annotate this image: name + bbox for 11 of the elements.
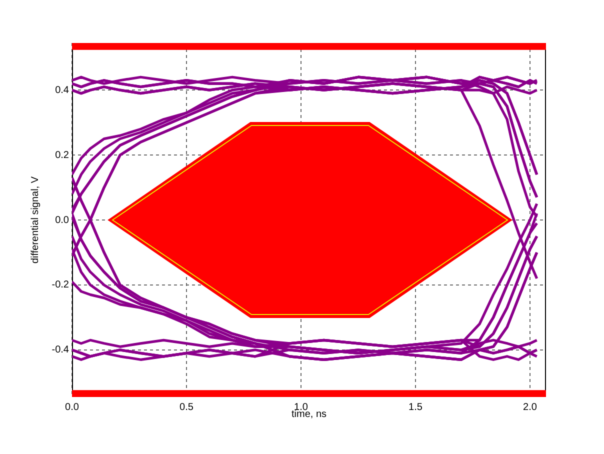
x-tick-label: 0.5 [180, 402, 194, 413]
x-tick-label: 2.0 [523, 402, 538, 413]
y-tick-label: -0.2 [52, 280, 70, 291]
y-tick-label: 0.0 [55, 214, 70, 226]
y-tick-label: -0.4 [52, 344, 70, 356]
x-tick-label: 0.0 [65, 402, 80, 413]
y-tick-label: 0.4 [55, 84, 70, 96]
x-axis-title: time, ns [291, 408, 327, 420]
y-axis-title: differential signal, V [30, 176, 41, 264]
x-tick-label: 1.5 [408, 402, 423, 413]
y-tick-label: 0.2 [55, 150, 70, 161]
